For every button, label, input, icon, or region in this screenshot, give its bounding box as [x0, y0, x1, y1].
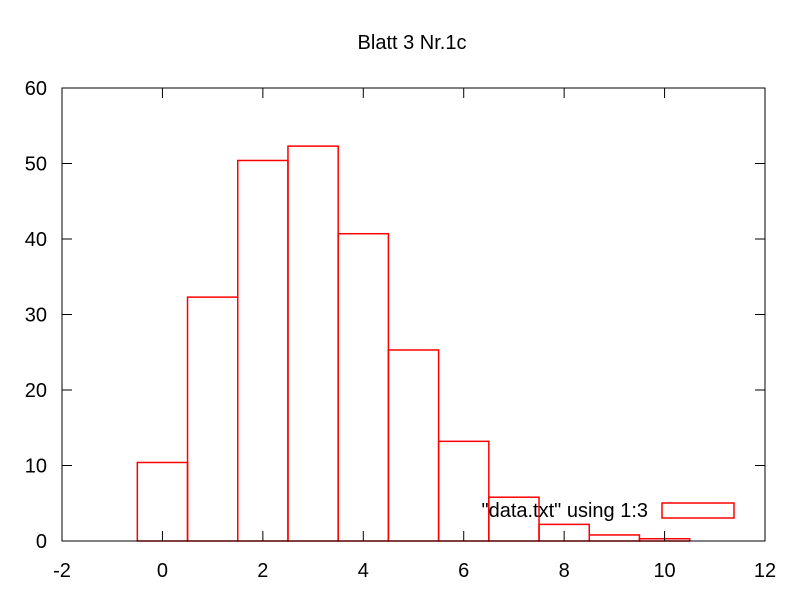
x-tick-label: 0 — [157, 560, 168, 582]
bars-group — [136, 145, 691, 542]
x-tick-label: 2 — [257, 560, 268, 582]
histogram-bar — [287, 145, 339, 542]
plot-frame — [61, 87, 766, 542]
x-tick-label: 12 — [754, 560, 776, 582]
histogram-bar — [337, 232, 390, 542]
histogram-bar — [237, 159, 289, 542]
y-tick-label: 30 — [25, 305, 47, 327]
x-tick-label: 8 — [559, 560, 570, 582]
histogram-bar — [186, 296, 239, 542]
histogram-bar — [588, 534, 641, 542]
y-tick-label: 0 — [36, 531, 47, 553]
x-tick-label: -2 — [53, 560, 71, 582]
axis-ticks — [61, 87, 766, 542]
x-tick-label: 10 — [653, 560, 675, 582]
y-tick-label: 10 — [25, 456, 47, 478]
histogram-bar — [387, 349, 440, 542]
y-tick-label: 50 — [25, 154, 47, 176]
x-tick-label: 4 — [358, 560, 369, 582]
legend-swatch — [661, 502, 735, 519]
y-tick-label: 60 — [25, 78, 47, 100]
histogram-bar — [136, 461, 189, 542]
legend-label: "data.txt" using 1:3 — [481, 500, 648, 522]
x-tick-label: 6 — [458, 560, 469, 582]
histogram-bar — [437, 440, 490, 542]
chart-title: Blatt 3 Nr.1c — [358, 32, 467, 54]
x-axis-tick-labels: -2 0 2 4 6 8 10 12 — [53, 560, 776, 582]
y-tick-label: 40 — [25, 229, 47, 251]
y-axis-tick-labels: 0 10 20 30 40 50 60 — [25, 78, 47, 553]
y-tick-label: 20 — [25, 380, 47, 402]
